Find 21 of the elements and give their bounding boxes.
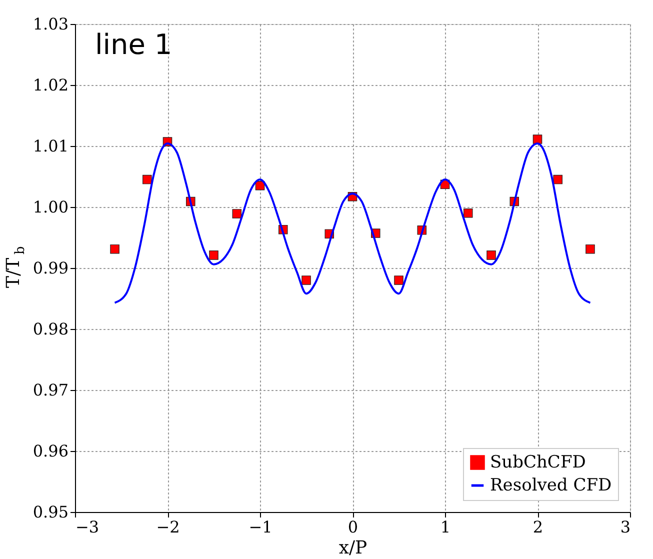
x-tick-label: 0	[348, 518, 358, 536]
y-tick-label: 0.96	[32, 442, 68, 460]
x-tick-label: 2	[532, 518, 544, 536]
y-tick-label: 0.99	[32, 258, 68, 278]
annotation: line 1	[95, 28, 172, 61]
legend-label: SubChCFD	[490, 452, 586, 472]
y-tick-label: 0.98	[32, 320, 68, 338]
legend-label: Resolved CFD	[490, 476, 612, 496]
x-axis-title: x/P	[338, 538, 368, 558]
x-tick-label: −1	[248, 518, 272, 536]
y-tick-label: 1.01	[32, 136, 68, 156]
y-tick-label: 0.97	[32, 380, 68, 400]
y-tick-label: 1.02	[32, 76, 68, 94]
y-axis-title: T/Tb	[3, 246, 28, 288]
x-tick-label: −3	[76, 518, 100, 536]
x-tick-label: −2	[156, 518, 180, 536]
y-tick-label: 0.95	[32, 502, 68, 522]
y-tick-label: 1.00	[32, 198, 68, 216]
y-tick-label: 1.03	[32, 14, 68, 34]
x-tick-label: 3	[620, 518, 630, 536]
x-tick-label: 1	[440, 518, 451, 536]
